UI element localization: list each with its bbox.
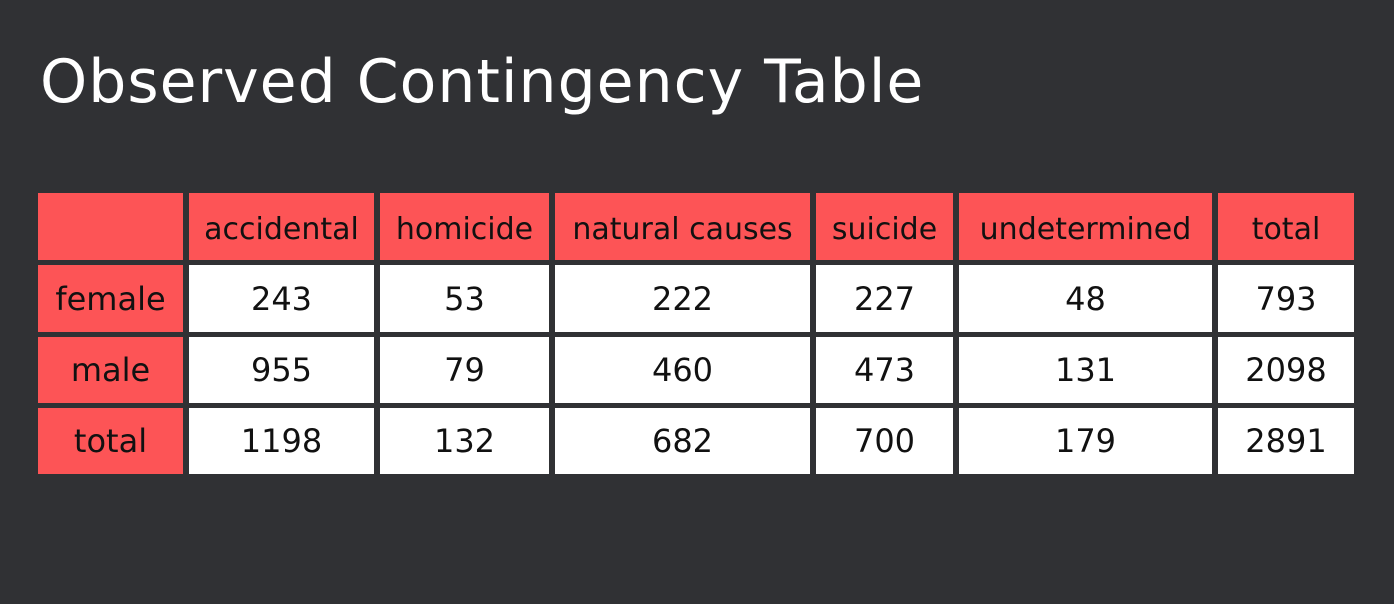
- column-header-accidental: accidental: [189, 193, 374, 260]
- contingency-table: accidental homicide natural causes suici…: [38, 193, 1354, 475]
- cell-total-total: 2891: [1218, 408, 1354, 474]
- cell-total-undetermined: 179: [959, 408, 1212, 474]
- cell-total-natural-causes: 682: [555, 408, 810, 474]
- cell-total-suicide: 700: [816, 408, 953, 474]
- row-header-total: total: [38, 408, 183, 474]
- column-header-total: total: [1218, 193, 1354, 260]
- cell-female-total: 793: [1218, 265, 1354, 332]
- column-header-homicide: homicide: [380, 193, 549, 260]
- cell-female-natural-causes: 222: [555, 265, 810, 332]
- column-header-natural-causes: natural causes: [555, 193, 810, 260]
- cell-female-homicide: 53: [380, 265, 549, 332]
- column-header-undetermined: undetermined: [959, 193, 1212, 260]
- cell-male-suicide: 473: [816, 337, 953, 403]
- row-header-female: female: [38, 265, 183, 332]
- row-header-male: male: [38, 337, 183, 403]
- column-header-suicide: suicide: [816, 193, 953, 260]
- cell-total-homicide: 132: [380, 408, 549, 474]
- page-title: Observed Contingency Table: [40, 47, 925, 117]
- cell-male-total: 2098: [1218, 337, 1354, 403]
- cell-male-undetermined: 131: [959, 337, 1212, 403]
- cell-total-accidental: 1198: [189, 408, 374, 474]
- cell-male-natural-causes: 460: [555, 337, 810, 403]
- cell-female-accidental: 243: [189, 265, 374, 332]
- cell-male-accidental: 955: [189, 337, 374, 403]
- cell-female-undetermined: 48: [959, 265, 1212, 332]
- corner-cell: [38, 193, 183, 260]
- cell-female-suicide: 227: [816, 265, 953, 332]
- cell-male-homicide: 79: [380, 337, 549, 403]
